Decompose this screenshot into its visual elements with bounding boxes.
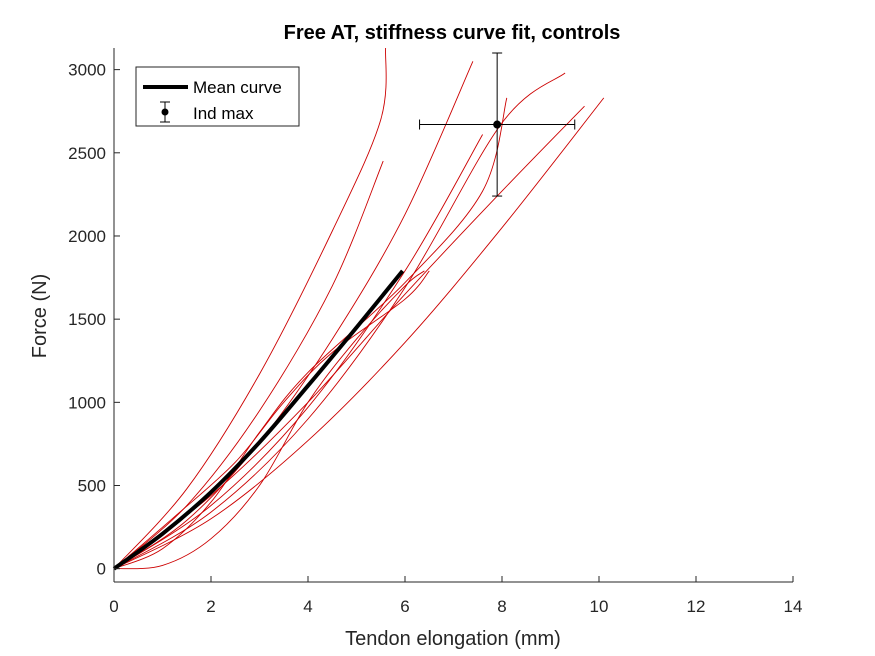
individual-curve-9: [113, 270, 425, 570]
legend: Mean curve Ind max: [135, 66, 300, 127]
y-tick-label: 500: [78, 477, 106, 496]
y-tick-label: 2500: [68, 144, 106, 163]
y-tick-label: 1500: [68, 310, 106, 329]
individual-curves: [113, 47, 605, 570]
x-axis-label: Tendon elongation (mm): [345, 628, 561, 650]
x-tick-label: 2: [206, 597, 215, 616]
x-tick-label: 12: [687, 597, 706, 616]
legend-label-ind-max: Ind max: [193, 104, 254, 123]
y-axis-label: Force (N): [29, 274, 51, 358]
x-tick-label: 0: [109, 597, 118, 616]
mean-curve-group: [112, 269, 405, 571]
ind-max-errorbar: [419, 52, 576, 197]
x-tick-label: 4: [303, 597, 312, 616]
y-axis-ticks: 0 500 1000 1500 2000 2500 3000: [68, 61, 120, 579]
individual-curve-1: [113, 47, 387, 570]
x-axis-ticks: 0 2 4 6 8 10 12 14: [109, 576, 802, 616]
x-tick-label: 10: [590, 597, 609, 616]
individual-curve-2: [113, 160, 384, 570]
legend-box: [135, 66, 300, 127]
mean-curve: [112, 269, 405, 571]
individual-curve-8: [113, 97, 605, 570]
x-tick-label: 8: [497, 597, 506, 616]
y-tick-label: 1000: [68, 393, 106, 412]
individual-curve-10: [113, 270, 430, 570]
y-tick-label: 3000: [68, 61, 106, 80]
individual-curve-3: [113, 61, 474, 570]
legend-label-mean: Mean curve: [193, 78, 282, 97]
y-tick-label: 0: [97, 560, 106, 579]
y-tick-label: 2000: [68, 227, 106, 246]
chart-title: Free AT, stiffness curve fit, controls: [284, 22, 621, 44]
x-tick-label: 6: [400, 597, 409, 616]
legend-errorbar-dot: [161, 108, 169, 116]
individual-curve-4: [113, 134, 483, 570]
ind-max-point: [493, 120, 502, 129]
x-tick-label: 14: [784, 597, 803, 616]
individual-curve-6: [113, 97, 508, 570]
